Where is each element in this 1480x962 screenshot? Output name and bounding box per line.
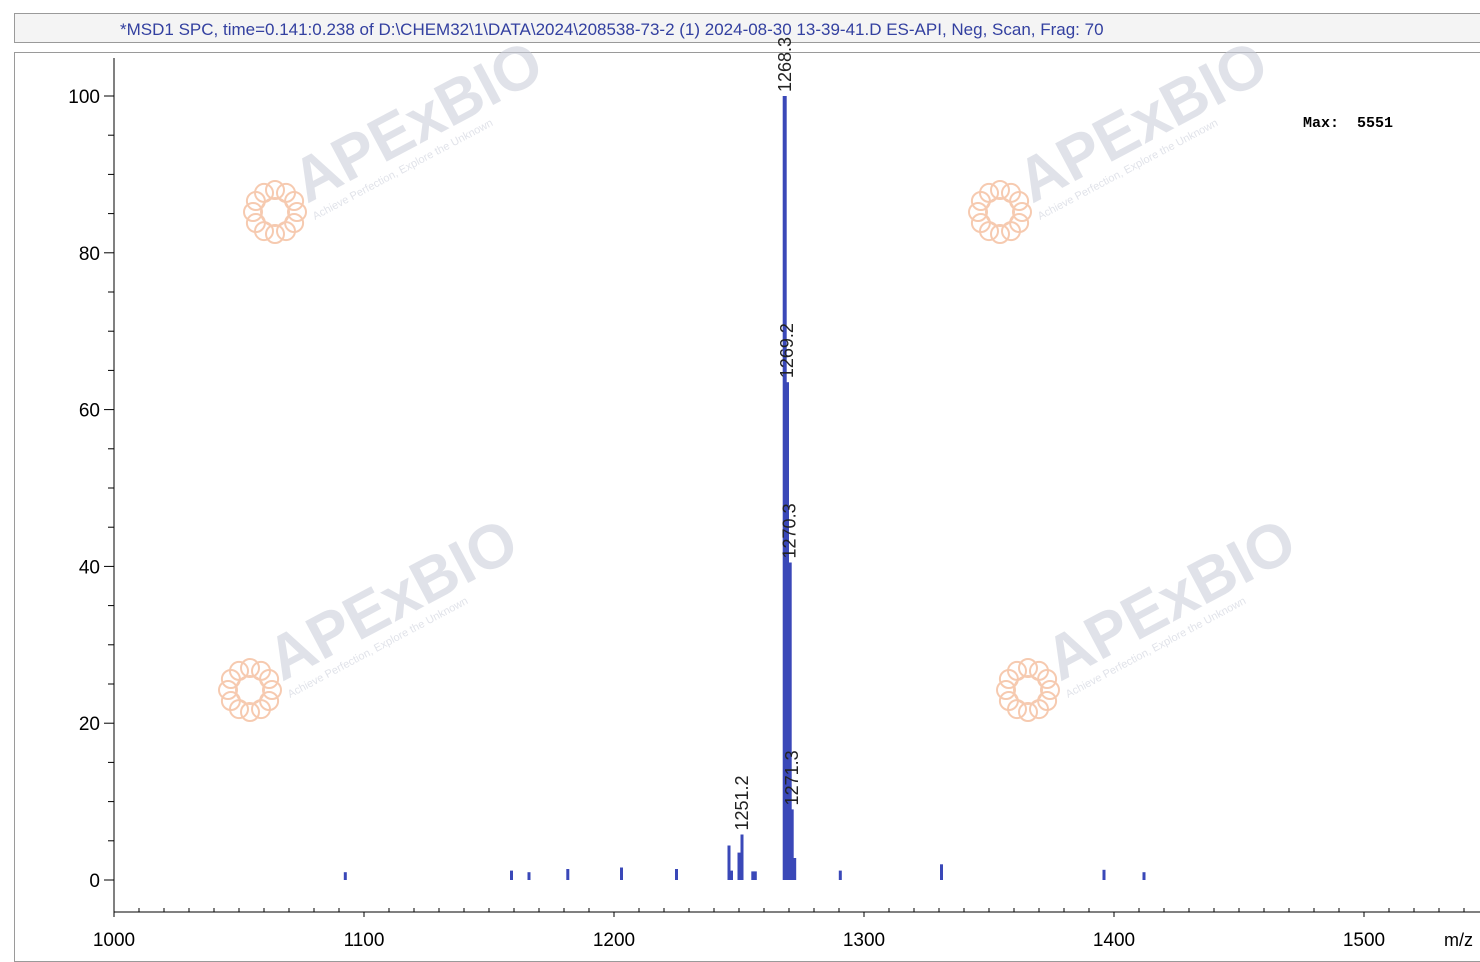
watermark-seal-ring [996,680,1016,700]
watermark-seal-ring [262,680,282,700]
peak-label: 1251.2 [732,775,752,830]
watermark-seal-ring [990,180,1010,200]
watermark-seal-core [260,197,290,227]
watermark-seal-ring [968,202,988,222]
peak-bar [753,871,757,880]
y-tick-label: 100 [68,87,100,108]
watermark-seal-ring [265,180,285,200]
watermark-seal-core [235,675,265,705]
peak-bar [727,845,731,880]
title-bar: *MSD1 SPC, time=0.141:0.238 of D:\CHEM32… [14,13,1480,43]
y-tick-label: 40 [79,557,100,578]
peak-bar [730,870,733,880]
watermark-seal-ring [1040,680,1060,700]
peak-bar [790,809,794,880]
watermark-brand: APExBIO [1034,506,1307,695]
axes: 0 20 40 60 80 100 1000 1100 1200 1300 1400 1500 m/z [68,58,1480,949]
y-tick-label: 80 [79,244,100,265]
watermark-brand: APExBIO [281,28,554,217]
watermark-seal-ring [287,202,307,222]
peak-bar [566,869,570,880]
watermark-seal-ring [240,702,260,722]
watermark-seal-ring [218,680,238,700]
peak-bar [782,96,787,880]
watermark-seal-ring [240,658,260,678]
peak-label: 1271.3 [782,750,802,805]
watermark-seal-core [1013,675,1043,705]
peak-bar [940,864,943,880]
watermark-brand: APExBIO [256,506,529,695]
watermark-seal-ring [1018,702,1038,722]
peak-bar [675,869,678,880]
watermark-seal-ring [1018,658,1038,678]
watermark-seal-ring [243,202,263,222]
peak-bar [785,382,789,880]
peak-bar [740,834,744,880]
peak-bar [510,870,513,880]
peak-bar [838,870,842,880]
peaks [343,96,1146,880]
max-label: Max: 5551 [1303,115,1393,132]
peak-label: 1270.3 [780,503,800,558]
watermark-seal-core [985,197,1015,227]
watermark-seal-ring [1012,202,1032,222]
x-tick-label: 1200 [593,930,635,949]
y-tick-label: 20 [79,714,100,735]
peak-bar [793,858,797,880]
peak-bar [343,872,347,880]
peak-label: 1268.3 [775,37,795,92]
peak-label: 1269.2 [777,323,797,378]
peak-bar [527,872,531,880]
x-axis-label: m/z [1444,930,1473,949]
peak-labels: 1268.3 1269.2 1270.3 1271.3 1251.2 [732,37,802,831]
peak-bar [1102,869,1106,880]
x-tick-label: 1400 [1093,930,1135,949]
watermark-seal-ring [990,224,1010,244]
peak-bar [751,871,755,880]
x-tick-label: 1300 [843,930,885,949]
peak-bar [620,867,623,880]
watermark-brand: APExBIO [1006,28,1279,217]
y-tick-label: 0 [89,871,100,892]
peak-bar [1142,872,1146,880]
y-tick-label: 60 [79,401,100,422]
x-tick-label: 1500 [1343,930,1385,949]
peak-bar [737,852,741,880]
watermark-seal-ring [265,224,285,244]
x-tick-label: 1100 [344,930,385,949]
x-tick-label: 1000 [93,930,135,949]
peak-bar [787,562,792,880]
spectrum-title: *MSD1 SPC, time=0.141:0.238 of D:\CHEM32… [120,20,1104,39]
